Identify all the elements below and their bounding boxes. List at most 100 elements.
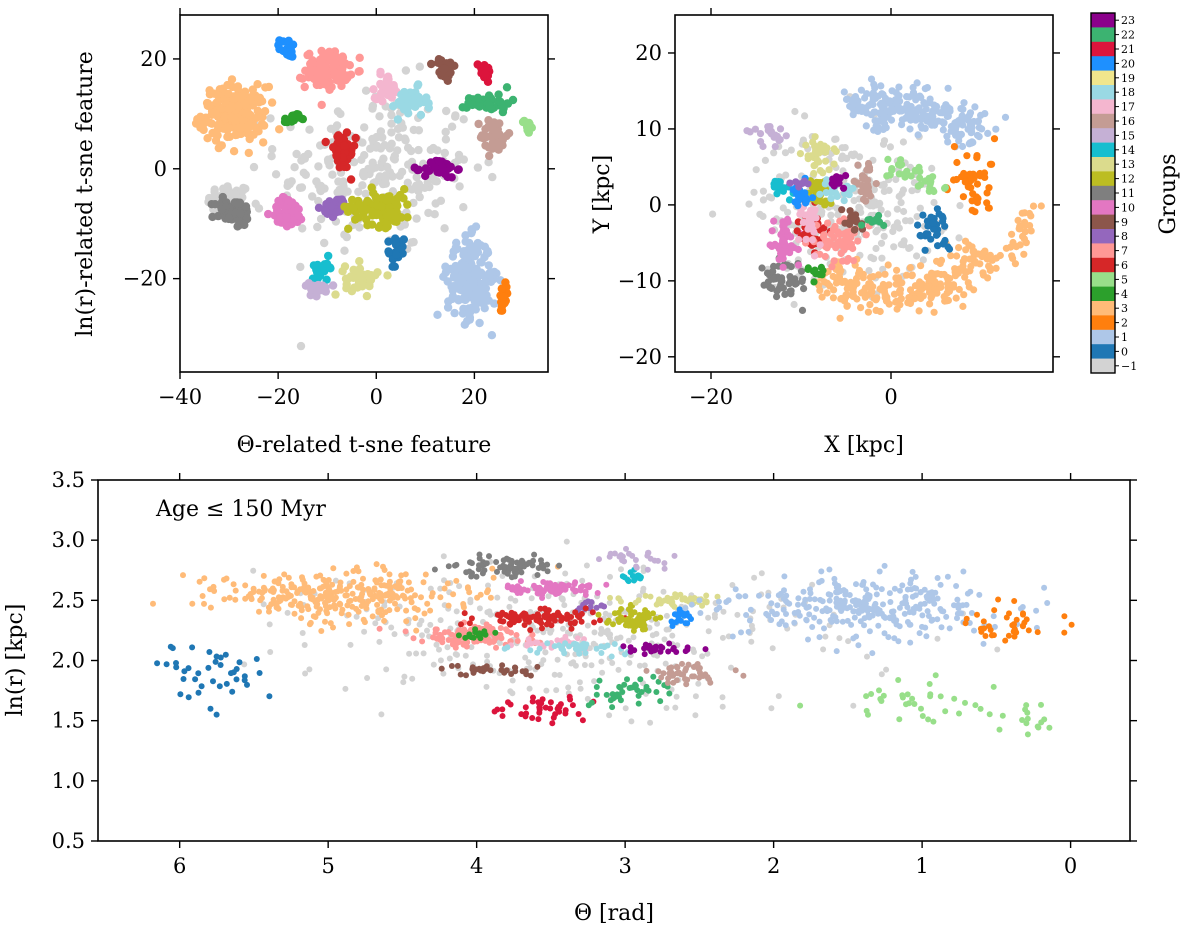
y-tick-label: −10: [618, 269, 662, 293]
scatter-point: [893, 98, 900, 105]
scatter-point: [907, 580, 913, 586]
scatter-point: [450, 247, 458, 255]
scatter-point: [359, 603, 365, 609]
scatter-point: [352, 134, 360, 142]
scatter-point: [530, 695, 536, 701]
scatter-point: [266, 114, 274, 122]
scatter-point: [276, 37, 284, 45]
scatter-point: [508, 596, 514, 602]
scatter-point: [810, 229, 817, 236]
scatter-point: [208, 706, 214, 712]
scatter-point: [400, 185, 408, 193]
scatter-point: [344, 274, 352, 282]
scatter-point: [253, 80, 261, 88]
scatter-point: [224, 576, 230, 582]
scatter-point: [467, 599, 473, 605]
scatter-point: [181, 668, 187, 674]
scatter-point: [349, 204, 357, 212]
scatter-point: [644, 668, 650, 674]
scatter-point: [271, 587, 277, 593]
colorbar-tick-label: 4: [1121, 288, 1128, 301]
scatter-point: [369, 85, 377, 93]
scatter-point: [628, 644, 634, 650]
scatter-point: [336, 110, 344, 118]
scatter-point: [446, 265, 454, 273]
scatter-point: [930, 276, 937, 283]
colorbar-tick-label: 0: [1121, 345, 1128, 358]
scatter-point: [684, 677, 690, 683]
scatter-point: [830, 294, 837, 301]
scatter-point: [429, 144, 437, 152]
scatter-point: [915, 183, 922, 190]
scatter-point: [378, 202, 386, 210]
scatter-point: [850, 293, 857, 300]
scatter-point: [991, 632, 997, 638]
scatter-point: [991, 607, 997, 613]
scatter-point: [1008, 231, 1015, 238]
scatter-point: [799, 276, 806, 283]
scatter-point: [986, 205, 993, 212]
scatter-point: [831, 161, 838, 168]
scatter-point: [313, 599, 319, 605]
colorbar-cell: [1091, 200, 1115, 215]
scatter-point: [485, 152, 493, 160]
scatter-point: [838, 250, 845, 257]
scatter-point: [899, 692, 905, 698]
scatter-point: [784, 209, 791, 216]
scatter-point: [585, 598, 591, 604]
scatter-point: [941, 293, 948, 300]
scatter-point: [645, 567, 651, 573]
scatter-point: [568, 614, 574, 620]
scatter-point: [287, 44, 295, 52]
scatter-point: [595, 590, 601, 596]
scatter-point: [518, 590, 524, 596]
scatter-point: [897, 605, 903, 611]
scatter-point: [769, 609, 775, 615]
scatter-point: [430, 590, 436, 596]
scatter-point: [997, 252, 1004, 259]
scatter-point: [337, 602, 343, 608]
scatter-point: [296, 74, 304, 82]
scatter-point: [381, 141, 389, 149]
scatter-point: [974, 612, 980, 618]
colorbar-cell: [1091, 114, 1115, 129]
scatter-point: [839, 279, 846, 286]
scatter-point: [817, 634, 823, 640]
scatter-point: [200, 593, 206, 599]
scatter-point: [866, 167, 873, 174]
scatter-point: [449, 282, 457, 290]
scatter-point: [939, 215, 946, 222]
scatter-point: [196, 690, 202, 696]
scatter-point: [916, 307, 923, 314]
scatter-point: [824, 220, 831, 227]
scatter-point: [241, 185, 249, 193]
scatter-point: [236, 124, 244, 132]
colorbar-tick-label: 11: [1121, 187, 1135, 200]
scatter-point: [389, 102, 397, 110]
scatter-point: [547, 580, 553, 586]
scatter-point: [956, 133, 963, 140]
scatter-point: [314, 162, 322, 170]
scatter-point: [929, 618, 935, 624]
scatter-point: [231, 190, 239, 198]
scatter-point: [712, 615, 718, 621]
scatter-point: [612, 641, 618, 647]
scatter-point: [770, 149, 777, 156]
scatter-point: [535, 572, 541, 578]
scatter-point: [279, 47, 287, 55]
scatter-point: [968, 124, 975, 131]
scatter-point: [828, 617, 834, 623]
scatter-point: [618, 552, 624, 558]
scatter-point: [433, 626, 439, 632]
scatter-point: [879, 586, 885, 592]
scatter-point: [467, 620, 473, 626]
scatter-point: [819, 294, 826, 301]
scatter-point: [882, 295, 889, 302]
y-tick-label: −20: [618, 345, 662, 369]
scatter-point: [261, 107, 269, 115]
scatter-point: [1038, 702, 1044, 708]
scatter-point: [427, 60, 435, 68]
scatter-point: [924, 230, 931, 237]
